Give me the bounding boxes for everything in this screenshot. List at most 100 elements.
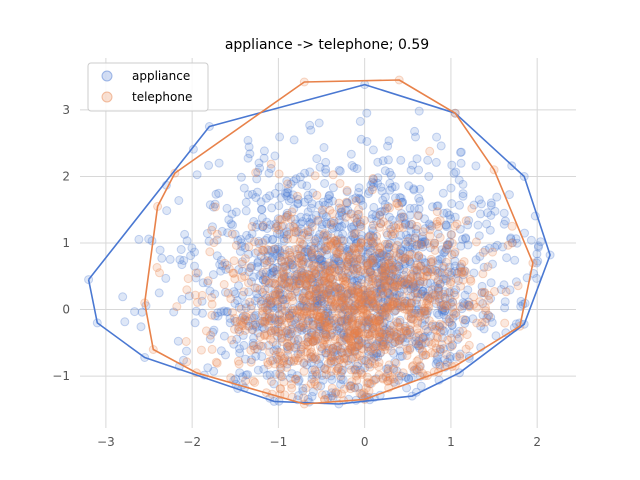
- data-point-appliance: [307, 374, 317, 384]
- data-point-appliance: [369, 341, 379, 351]
- data-point-appliance: [276, 193, 286, 203]
- data-point-telephone: [207, 225, 217, 235]
- data-point-appliance: [379, 303, 389, 313]
- data-point-appliance: [333, 230, 343, 240]
- data-point-appliance: [373, 293, 383, 303]
- data-point-telephone: [306, 379, 316, 389]
- data-point-appliance: [363, 249, 373, 259]
- data-point-appliance: [413, 341, 423, 351]
- data-point-appliance: [275, 253, 285, 262]
- data-point-appliance: [368, 323, 378, 333]
- data-point-appliance: [365, 296, 374, 306]
- data-point-appliance: [350, 305, 360, 315]
- data-point-appliance: [253, 258, 263, 268]
- data-point-appliance: [337, 286, 346, 295]
- data-point-appliance: [324, 344, 334, 354]
- data-point-appliance: [442, 222, 451, 232]
- data-point-appliance: [329, 256, 339, 266]
- data-point-appliance: [383, 202, 393, 212]
- data-point-appliance: [383, 155, 393, 165]
- data-point-appliance: [280, 299, 290, 309]
- data-point-appliance: [262, 256, 272, 266]
- data-point-appliance: [456, 262, 466, 272]
- data-point-appliance: [383, 303, 393, 313]
- data-point-appliance: [440, 247, 450, 256]
- data-point-appliance: [312, 303, 322, 313]
- data-point-telephone: [354, 328, 364, 338]
- data-point-telephone: [250, 283, 260, 293]
- data-point-appliance: [209, 202, 218, 212]
- data-point-appliance: [358, 298, 368, 308]
- data-point-appliance: [282, 342, 292, 352]
- data-point-telephone: [267, 326, 277, 336]
- data-point-appliance: [404, 220, 414, 230]
- data-point-appliance: [313, 216, 323, 226]
- data-point-appliance: [313, 301, 322, 311]
- data-point-appliance: [317, 290, 327, 300]
- data-point-appliance: [435, 291, 445, 300]
- data-point-telephone: [390, 243, 400, 253]
- data-point-appliance: [476, 209, 485, 219]
- data-point-appliance: [288, 323, 298, 333]
- data-point-appliance: [410, 234, 420, 243]
- data-point-telephone: [513, 281, 523, 291]
- data-point-appliance: [395, 346, 405, 356]
- data-point-telephone: [271, 265, 281, 275]
- data-point-appliance: [499, 208, 509, 218]
- data-point-appliance: [415, 196, 425, 206]
- data-point-appliance: [241, 303, 251, 313]
- data-point-appliance: [349, 259, 359, 268]
- data-point-telephone: [467, 204, 477, 213]
- data-point-appliance: [315, 229, 325, 239]
- data-point-appliance: [283, 359, 292, 369]
- data-point-appliance: [336, 374, 346, 384]
- data-point-appliance: [357, 355, 367, 365]
- data-point-appliance: [286, 290, 296, 300]
- data-point-appliance: [190, 318, 200, 328]
- data-point-appliance: [299, 301, 309, 311]
- data-point-appliance: [316, 316, 326, 326]
- data-point-appliance: [420, 237, 430, 246]
- data-point-appliance: [294, 391, 303, 401]
- data-point-appliance: [344, 247, 354, 257]
- data-point-appliance: [382, 302, 392, 312]
- data-point-telephone: [354, 318, 364, 328]
- data-point-appliance: [252, 322, 261, 332]
- data-point-telephone: [255, 332, 265, 342]
- data-point-appliance: [450, 267, 460, 276]
- data-point-appliance: [440, 292, 450, 302]
- data-point-telephone: [336, 309, 346, 319]
- data-point-appliance: [418, 332, 428, 342]
- data-point-appliance: [307, 352, 316, 362]
- data-point-appliance: [421, 338, 431, 348]
- data-point-telephone: [389, 365, 399, 375]
- data-point-telephone: [356, 368, 366, 378]
- data-point-appliance: [118, 292, 128, 302]
- data-point-telephone: [241, 376, 250, 386]
- data-point-appliance: [221, 287, 230, 297]
- data-point-telephone: [318, 289, 328, 299]
- data-point-appliance: [249, 272, 258, 282]
- data-point-appliance: [277, 315, 286, 325]
- data-point-appliance: [438, 325, 447, 335]
- data-point-appliance: [321, 245, 331, 255]
- data-point-appliance: [331, 239, 341, 249]
- data-point-appliance: [425, 294, 435, 304]
- data-point-appliance: [292, 249, 302, 259]
- data-point-telephone: [355, 297, 365, 307]
- data-point-appliance: [285, 311, 294, 321]
- data-point-appliance: [358, 200, 368, 210]
- data-point-appliance: [426, 331, 436, 341]
- data-point-appliance: [410, 308, 420, 318]
- data-point-appliance: [219, 306, 229, 316]
- data-point-telephone: [351, 229, 361, 239]
- data-point-appliance: [339, 236, 349, 246]
- data-point-telephone: [484, 295, 494, 305]
- data-point-telephone: [447, 250, 457, 260]
- data-point-appliance: [379, 332, 389, 342]
- data-point-appliance: [256, 197, 266, 207]
- data-point-appliance: [433, 357, 443, 367]
- data-point-appliance: [326, 358, 336, 368]
- data-point-appliance: [412, 154, 422, 164]
